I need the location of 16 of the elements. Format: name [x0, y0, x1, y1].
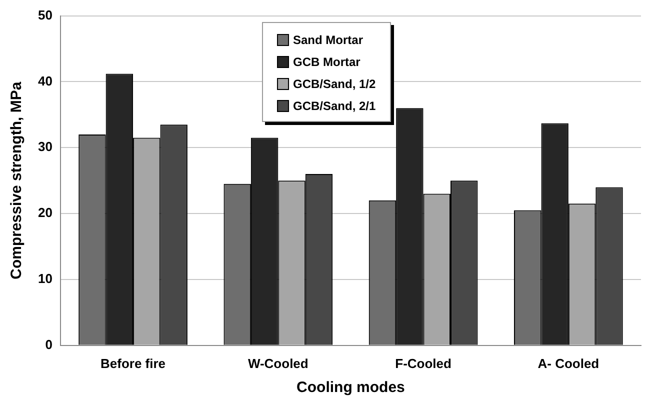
legend-label: GCB/Sand, 1/2: [293, 77, 376, 91]
y-tick-label: 10: [38, 271, 52, 286]
legend-label: GCB/Sand, 2/1: [293, 99, 376, 113]
y-tick-label: 50: [38, 7, 52, 22]
y-tick-label: 20: [38, 205, 52, 220]
y-tick-label: 30: [38, 139, 52, 154]
x-tick-label: F-Cooled: [395, 356, 452, 371]
legend-label: GCB Mortar: [293, 55, 360, 69]
legend-label: Sand Mortar: [293, 33, 364, 47]
y-tick-label: 0: [45, 336, 52, 352]
x-tick-label: W-Cooled: [248, 356, 308, 371]
x-tick-label: Before fire: [100, 356, 166, 371]
x-tick-label: A- Cooled: [538, 356, 600, 371]
y-tick-label: 40: [38, 73, 52, 88]
x-axis-title: Cooling modes: [296, 379, 405, 396]
y-axis-title: Compressive strength, MPa: [8, 81, 26, 280]
